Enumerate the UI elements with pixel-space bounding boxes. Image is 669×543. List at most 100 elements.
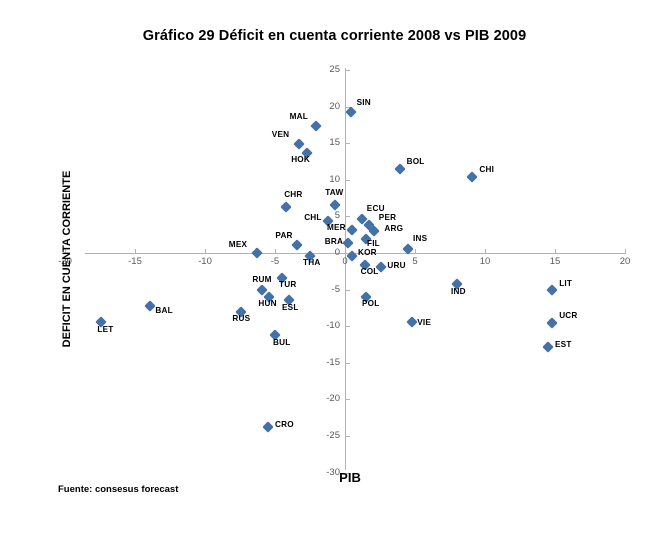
data-point-label: MAL [289,111,308,121]
y-axis-tick [346,179,350,181]
chart-title: Gráfico 29 Déficit en cuenta corriente 2… [142,28,527,44]
data-point-marker [280,201,292,213]
data-point-marker [368,225,381,237]
y-axis-tick-label: 5 [334,210,340,222]
x-axis-tick [135,249,136,253]
data-point-marker [344,106,357,118]
y-axis-tick [346,289,350,291]
y-axis-tick-label: -10 [326,320,340,332]
data-point-label: CHR [284,189,303,199]
y-axis-tick-label: -20 [326,393,340,405]
data-point-label: TAW [325,187,344,197]
data-point-label: INS [413,234,428,244]
y-axis-tick-label: 25 [329,64,340,75]
x-axis-tick-label: -15 [128,256,142,267]
data-point-label: VIE [417,317,431,327]
data-point-marker [542,341,554,353]
data-point-label: MER [327,223,346,233]
data-point-marker [342,237,354,249]
data-point-marker [144,300,157,313]
data-point-label: ESL [282,302,299,312]
data-point-label: BAL [155,306,173,316]
data-point-label: HUN [258,298,277,308]
x-axis-tick [205,249,206,253]
y-axis-tick [346,70,350,71]
data-point-label: EST [555,339,572,349]
y-axis-line [345,68,346,470]
data-point-label: CHL [304,212,322,222]
data-point-label: RUS [232,314,251,324]
data-point-marker [329,199,341,211]
y-axis-tick [346,143,350,145]
data-point-label: IND [451,286,466,296]
data-point-label: CHI [479,164,495,174]
y-axis-tick [346,106,350,108]
data-point-label: FIL [367,239,380,249]
data-point-label: UCR [559,310,578,320]
data-point-label: BOL [406,156,425,166]
x-axis-tick [555,249,556,253]
data-point-label: BUL [273,337,291,347]
data-point-label: THA [303,257,321,267]
data-point-label: LET [97,324,114,334]
data-point-marker [291,239,304,251]
footer-source-note: Fuente: consesus forecast [58,484,179,495]
x-axis-tick [65,249,66,253]
x-axis-tick-label: 15 [549,256,561,267]
x-axis-tick-label: -10 [198,256,212,267]
data-point-label: LIT [559,278,573,288]
data-point-label: TUR [279,279,297,289]
y-axis-tick-label: -5 [331,283,340,295]
data-point-label: POL [362,298,380,308]
data-point-label: PER [378,213,397,223]
x-axis-tick [415,249,416,253]
y-axis-tick [346,399,350,401]
data-point-label: PAR [275,230,293,240]
data-point-marker [466,171,479,183]
data-point-label: KOR [358,247,377,257]
y-axis-tick [346,436,350,437]
data-point-marker [406,316,418,328]
data-point-label: SIN [356,97,371,107]
y-axis-tick-label: -25 [326,430,340,441]
y-axis-tick-label: -15 [326,356,340,368]
y-axis-tick [346,472,350,474]
data-point-label: ECU [366,204,385,214]
data-point-marker [546,316,558,329]
data-point-label: CRO [275,420,294,430]
x-axis-tick-label: 5 [412,256,418,267]
data-point-label: VEN [271,129,290,139]
data-point-label: RUM [252,274,272,284]
data-point-marker [309,119,322,132]
x-axis-tick [275,249,276,253]
y-axis-tick [346,216,350,218]
data-point-label: HOK [291,154,310,164]
data-point-label: MEX [228,240,248,249]
data-point-label: URU [387,260,406,270]
y-axis-tick [346,326,350,328]
data-point-marker [293,138,305,150]
x-axis-tick-label: 0 [342,256,348,267]
data-point-marker [262,421,274,433]
data-point-marker [393,163,406,175]
data-point-label: COL [360,266,379,276]
y-axis-tick [346,362,350,364]
y-axis-tick-label: 20 [329,100,340,112]
y-axis-tick-label: 10 [329,173,340,185]
y-axis-tick-label: 0 [334,247,340,258]
data-point-label: BRA [324,236,344,246]
x-axis-tick-label: -5 [270,256,280,267]
data-point-marker [546,283,558,296]
data-point-label: ARG [384,224,404,234]
data-point-marker [346,224,358,236]
x-axis-title: PIB [339,470,361,485]
y-axis-tick-label: -30 [326,466,340,478]
x-axis-tick-label: -20 [58,256,72,267]
y-axis-tick-label: 15 [329,137,340,149]
x-axis-tick-label: 10 [479,256,491,267]
x-axis-tick [485,249,486,253]
y-axis-title: DEFICIT EN CUENTA CORRIENTE [61,170,73,348]
x-axis-tick-label: 20 [619,256,631,267]
x-axis-tick [625,249,626,253]
